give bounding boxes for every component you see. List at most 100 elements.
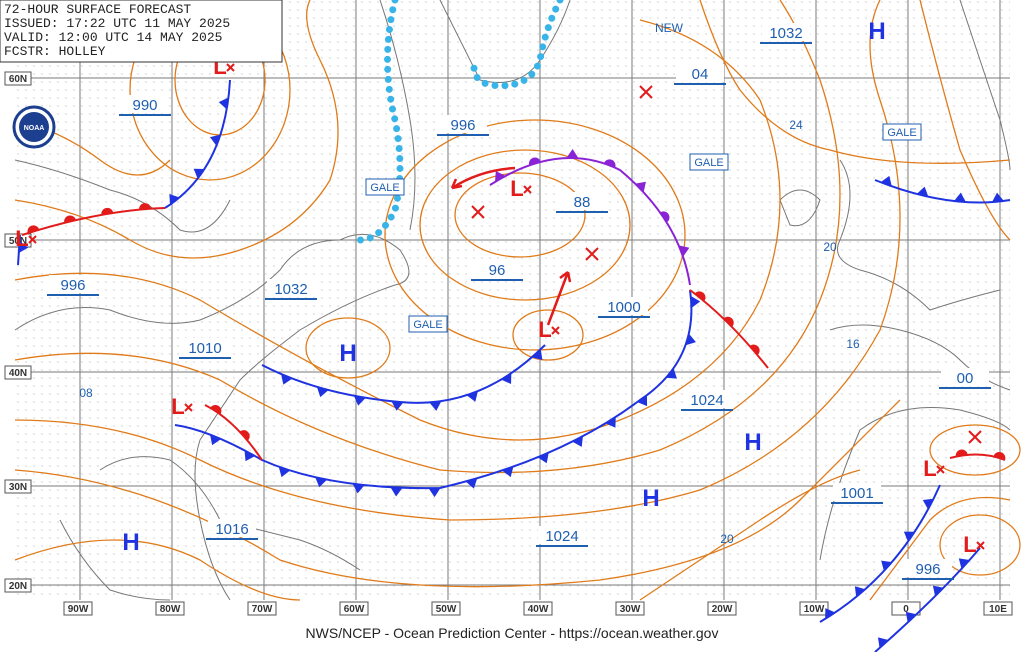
high-center: H — [122, 529, 139, 556]
cold-front — [261, 344, 546, 404]
cold-front — [874, 547, 981, 652]
triangle — [825, 608, 836, 619]
triangle — [428, 488, 441, 498]
semicircle — [955, 449, 968, 457]
semicircle — [139, 203, 152, 210]
front-symbol — [528, 157, 541, 166]
semicircle — [64, 215, 76, 223]
gale-label: GALE — [413, 319, 442, 331]
front-symbol — [825, 608, 836, 619]
warm-front — [949, 453, 1006, 461]
isobar-label-bg — [600, 297, 648, 315]
lon-label: 0 — [903, 604, 909, 615]
front-symbol — [880, 175, 892, 187]
semicircle — [603, 159, 616, 168]
low-center: L — [510, 176, 523, 201]
high-center: H — [642, 485, 659, 512]
lon-label-box — [339, 601, 369, 616]
gale-box — [882, 123, 922, 141]
lon-label-box — [523, 601, 553, 616]
front-symbol — [666, 368, 677, 379]
front-symbol — [218, 97, 229, 110]
isobar-label: 1010 — [188, 340, 221, 357]
isobar-value: 24 — [789, 118, 803, 132]
front-symbol — [429, 401, 442, 411]
front-symbol — [139, 203, 152, 210]
noaa-logo-inner — [19, 112, 49, 142]
low-x — [523, 185, 532, 194]
front-symbol — [932, 585, 944, 597]
triangle — [922, 498, 934, 510]
semicircle — [660, 211, 670, 223]
isobar-value: 20 — [823, 240, 837, 254]
triangle — [244, 450, 256, 462]
isobar-label: 1000 — [607, 299, 640, 316]
triangle — [666, 368, 677, 379]
triangle — [495, 170, 506, 182]
front-symbol — [278, 466, 291, 478]
front-symbol — [193, 168, 205, 179]
isobar-label: 996 — [915, 561, 940, 578]
lat-label: 40N — [9, 368, 27, 379]
lon-label: 70W — [252, 604, 273, 615]
lat-label-box — [4, 365, 32, 380]
isobar-label: 04 — [692, 66, 709, 83]
front-symbol — [993, 451, 1006, 460]
triangle — [315, 477, 327, 488]
isobar-label-bg — [762, 23, 810, 41]
lat-label-box — [4, 578, 32, 593]
lon-label-box — [155, 601, 185, 616]
gale-box — [689, 153, 729, 171]
isobar-value: 16 — [846, 337, 860, 351]
isobar-label: 1024 — [545, 528, 578, 545]
lon-label-box — [707, 601, 737, 616]
triangle — [466, 391, 478, 402]
gale-box — [408, 315, 448, 333]
front-symbol — [169, 194, 180, 205]
warm-front — [21, 207, 166, 236]
lon-label: 50W — [436, 604, 457, 615]
triangle — [637, 395, 648, 407]
triangle — [502, 466, 514, 478]
lon-label-box — [247, 601, 277, 616]
front-symbol — [239, 430, 250, 441]
lon-label-box — [799, 601, 829, 616]
semicircle — [528, 157, 541, 166]
header-box — [0, 0, 283, 63]
front-symbol — [465, 478, 478, 489]
isobar-label-bg — [904, 559, 952, 577]
fronts — [17, 79, 1011, 652]
front-symbol — [316, 386, 329, 398]
front-symbol — [18, 240, 29, 253]
front-symbol — [391, 401, 404, 411]
front-symbol — [27, 225, 40, 234]
triangle — [678, 245, 690, 257]
triangle — [531, 349, 543, 360]
lon-label-box — [431, 601, 461, 616]
semicircle — [694, 291, 706, 302]
front-symbol — [922, 498, 934, 510]
isobar-label-bg — [208, 519, 256, 537]
triangle — [390, 487, 403, 497]
gale-label: GALE — [694, 157, 723, 169]
front-symbol — [991, 192, 1004, 203]
isobar-label: 1001 — [840, 485, 873, 502]
front-symbol — [428, 488, 441, 498]
gale-label: GALE — [887, 127, 916, 139]
isobar-label: 990 — [132, 97, 157, 114]
low-x — [551, 326, 560, 335]
lon-label: 90W — [68, 604, 89, 615]
triangle — [391, 401, 404, 411]
triangle — [903, 531, 915, 542]
triangle — [210, 134, 221, 146]
warm-front — [204, 404, 263, 461]
isobar-label-bg — [121, 95, 169, 113]
isobar-label: 1024 — [690, 392, 723, 409]
front-symbol — [605, 416, 616, 428]
triangle — [881, 560, 892, 572]
front-symbol — [495, 170, 506, 182]
lat-label-box — [4, 479, 32, 494]
front-symbol — [502, 466, 514, 478]
triangle — [18, 240, 29, 253]
